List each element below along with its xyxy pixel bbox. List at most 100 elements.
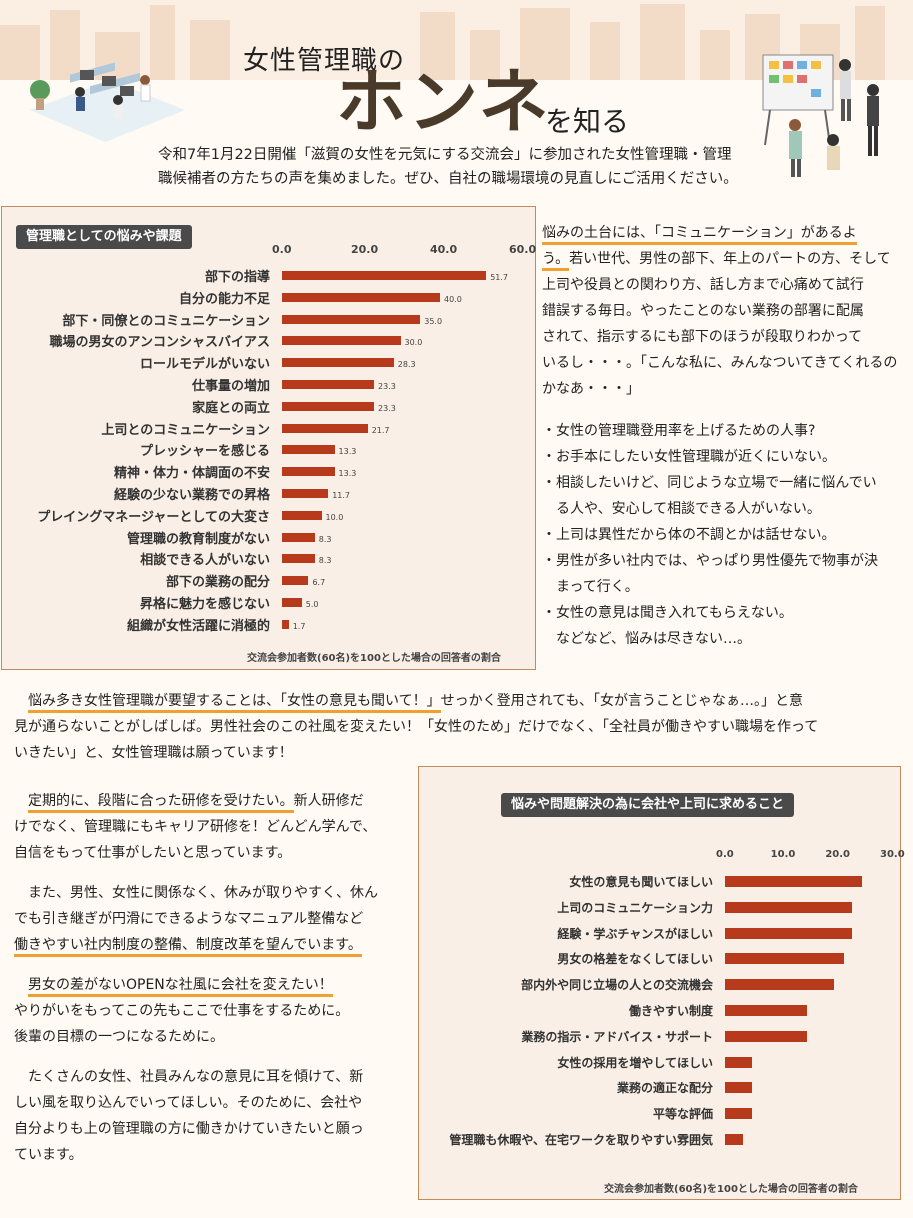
right-lead-line-2: 上司や役員との関わり方、話し方まで心痛めて試行: [542, 277, 864, 293]
right-lead-line-6: かなあ・・・」: [542, 381, 640, 397]
right-bullet: ・お手本にしたい女性管理職が近くにいない。: [542, 449, 836, 465]
chart2-title: 悩みや問題解決の為に会社や上司に求めること: [501, 793, 795, 817]
chart2-panel: 悩みや問題解決の為に会社や上司に求めること 交流会参加者数(60名)を100とし…: [418, 766, 905, 1200]
chart1-value-label: 30.0: [404, 338, 423, 348]
right-bullet: ・女性の意見は聞き入れてもらえない。: [542, 605, 793, 621]
p3-line-3: 後輩の目標の一つになるために。: [14, 1029, 224, 1045]
chart2-plot: 0.0 10.0 20.0 30.0 女性の意見も聞いてほしい 上司のコミュニケーション力…: [419, 767, 904, 1199]
chart1-value-label: 23.3: [378, 382, 396, 391]
chart2-note: 交流会参加者数(60名)を100とした場合の回答者の割合: [604, 1184, 858, 1195]
chart1-tick-label: 20.0: [351, 243, 379, 256]
chart1-tick-label: 0.0: [272, 243, 292, 256]
chart1-category-label: 家庭との両立: [192, 400, 270, 416]
chart1-category-label: ロールモデルがいない: [139, 357, 270, 373]
middle-line-2: 見が通らないことがしばしば。男性社会のこの社風を変えたい！「女性のため」だけでな…: [14, 719, 819, 735]
chart2-bar: [725, 979, 835, 991]
chart1-category-label: プレイングマネージャーとしての大変さ: [37, 509, 270, 525]
chart2-category-label: 上司のコミュニケーション力: [557, 900, 713, 915]
chart2-category-label: 女性の採用を増やしてほしい: [557, 1055, 713, 1070]
chart2-bar: [725, 876, 862, 887]
chart1-value-label: 35.0: [424, 316, 443, 326]
chart1-bar: [282, 271, 487, 280]
chart1-category-label: 管理職の教育制度がない: [126, 531, 270, 547]
chart2-bar: [725, 1134, 744, 1145]
right-lead-line-5: いるし・・・。「こんな私に、みんなついてきてくれるの: [542, 355, 898, 371]
middle-line-3: いきたい」と、女性管理職は願っています！: [14, 745, 293, 761]
chart1-bar: [282, 358, 394, 368]
right-lead-line-3: 錯誤する毎日。やったことのない業務の部署に配属: [542, 303, 864, 319]
header-title-small: 女性管理職の: [243, 46, 406, 76]
chart1-bar: [282, 401, 375, 411]
chart1-value-label: 13.3: [338, 447, 357, 457]
p4-line-3: 自分よりも上の管理職の方に働きかけていきたいと願っ: [14, 1121, 364, 1137]
chart1-value-label: 40.0: [444, 294, 462, 304]
chart2-tick-label: 20.0: [825, 849, 851, 860]
chart2-category-label: 女性の意見も聞いてほしい: [569, 875, 713, 889]
chart1-category-label: プレッシャーを感じる: [139, 444, 270, 460]
chart2-tick-label: 30.0: [880, 849, 905, 860]
chart1-title: 管理職としての悩みや課題: [16, 225, 192, 249]
chart1-value-label: 10.0: [325, 512, 344, 522]
chart1-bar: [282, 445, 335, 455]
p3-highlight: 男女の差がないOPENな社風に会社を変えたい！: [28, 977, 333, 997]
right-bullet: ・女性の管理職登用率を上げるための人事?: [542, 423, 816, 439]
intro-line-1: 令和7年1月22日開催「滋賀の女性を元気にする交流会」に参加された女性管理職・管…: [158, 147, 732, 163]
chart2-category-label: 管理職も休暇や、在宅ワークを取りやすい雰囲気: [449, 1133, 713, 1147]
header-title-main: ホンネ: [336, 61, 551, 143]
chart2-category-label: 男女の格差をなくしてほしい: [557, 952, 713, 967]
p4-line-4: ています。: [14, 1147, 83, 1163]
right-bullet: などなど、悩みは尽きない…。: [542, 631, 752, 647]
p1-line-3: 自信をもって仕事がしたいと思っています。: [14, 845, 292, 861]
chart1-bar: [282, 423, 368, 433]
chart1-category-label: 昇格に魅力を感じない: [139, 597, 270, 612]
bottom-left-text: 定期的に、段階に合った研修を受けたい。新人研修だ けでなく、管理職にもキャリア研…: [14, 788, 409, 1168]
meeting-illustration: [762, 54, 879, 177]
chart1-category-label: 相談できる人がいない: [140, 553, 270, 569]
chart1-value-label: 23.3: [378, 403, 396, 413]
right-lead-line-4: されて、指示するにも部下のほうが段取りわかって: [542, 329, 863, 345]
chart1-category-label: 経験の少ない業務での昇格: [113, 488, 270, 503]
middle-line-1: せっかく登用されても、「女が言うことじゃなぁ…。」と意: [440, 693, 804, 709]
office-illustration: [30, 62, 185, 142]
chart1-bar: [282, 554, 315, 564]
chart1-tick-label: 60.0: [509, 243, 537, 256]
chart1-category-label: 精神・体力・体調面の不安: [113, 466, 270, 482]
right-bullet: ・男性が多い社内では、やっぱり男性優先で物事が決: [542, 553, 878, 569]
chart2-category-label: 働きやすい制度: [628, 1004, 713, 1018]
p1-highlight: 定期的に、段階に合った研修を受けたい。: [28, 793, 294, 813]
chart1-bar: [282, 532, 315, 542]
chart1-value-label: 8.3: [318, 556, 332, 566]
chart2-bar: [725, 1056, 753, 1068]
p3-line-2: やりがいをもってこの先もここで仕事をするために。: [14, 1003, 350, 1019]
right-bullet: ・相談したいけど、同じような立場で一緒に悩んでい: [542, 475, 877, 491]
chart1-bar: [282, 619, 289, 629]
chart1-bar: [282, 598, 302, 607]
chart1-category-label: 自分の能力不足: [178, 291, 270, 307]
chart2-bar: [725, 1030, 807, 1042]
right-column-text: 悩みの土台には、「コミュニケーション」があるよ う。若い世代、男性の部下、年上の…: [542, 220, 902, 652]
chart1-category-label: 組織が女性活躍に消極的: [126, 618, 270, 634]
p4-line-2: しい風を取り込んでいってほしい。そのために、会社や: [14, 1095, 363, 1111]
chart2-category-label: 業務の適正な配分: [616, 1081, 713, 1096]
chart2-category-label: 経験・学ぶチャンスがほしい: [557, 926, 713, 941]
header-title-suffix: を知る: [545, 105, 630, 138]
chart1-tick-label: 40.0: [430, 243, 458, 256]
middle-highlight: 悩み多き女性管理職が要望することは、「女性の意見も聞いて！」: [28, 693, 441, 713]
chart2-category-label: 平等な評価: [652, 1107, 713, 1122]
chart1-value-label: 11.7: [332, 491, 351, 500]
chart1-value-label: 6.7: [312, 578, 326, 588]
chart1-category-label: 仕事量の増加: [191, 379, 270, 394]
chart2-tick-label: 10.0: [770, 849, 796, 860]
chart1-bar: [282, 292, 440, 302]
chart2-bar: [725, 953, 844, 965]
right-bullet: まって行く。: [542, 579, 639, 595]
chart1-category-label: 職場の男女のアンコンシャスバイアス: [49, 335, 270, 351]
chart1-category-label: 上司とのコミュニケーション: [101, 422, 270, 438]
right-bullet: ・上司は異性だから体の不調とかは話せない。: [542, 527, 836, 543]
chart1-bar: [282, 467, 335, 477]
chart1-value-label: 51.7: [490, 273, 509, 282]
header-intro: 令和7年1月22日開催「滋賀の女性を元気にする交流会」に参加された女性管理職・管…: [158, 143, 768, 191]
chart1-bar: [282, 314, 421, 324]
p2-highlight: 働きやすい社内制度の整備、制度改革を望んでいます。: [14, 937, 362, 957]
p1-line-2: けでなく、管理職にもキャリア研修を！どんどん学んで、: [14, 819, 377, 835]
